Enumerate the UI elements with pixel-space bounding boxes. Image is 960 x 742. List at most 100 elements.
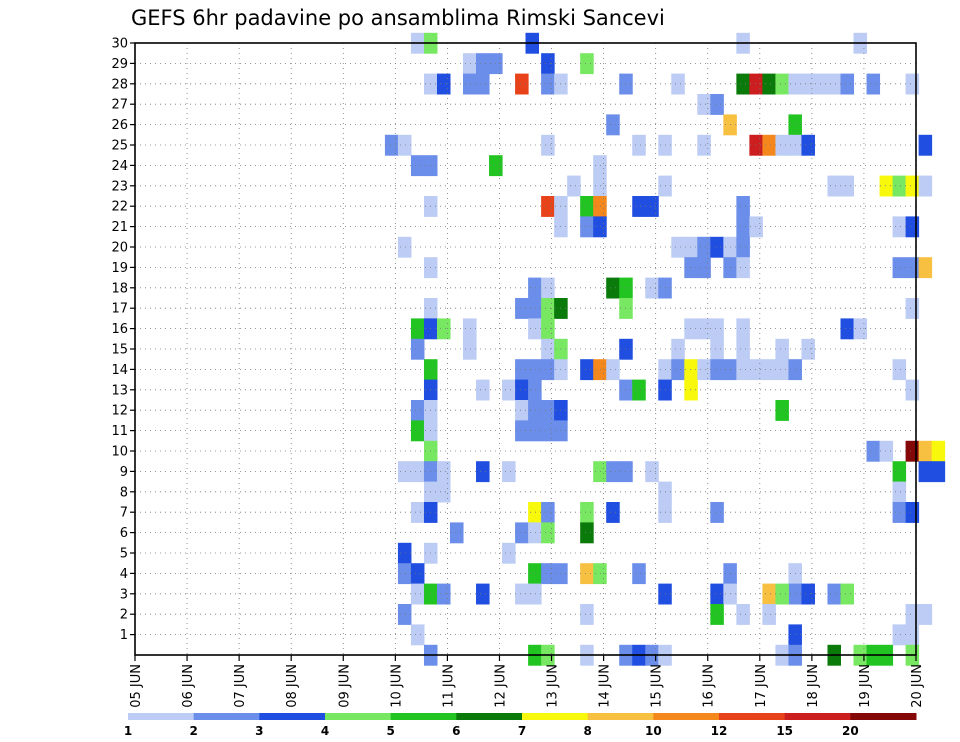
y-tick-label: 28	[111, 77, 128, 92]
heat-cell	[801, 73, 815, 95]
heat-cell	[515, 420, 529, 442]
x-tick-label: 10 JUN	[389, 664, 404, 708]
colorbar-swatch	[719, 713, 786, 720]
heat-cell	[410, 461, 425, 483]
heat-cell	[502, 542, 516, 564]
heat-cell	[866, 73, 881, 95]
heat-cell	[645, 277, 659, 299]
heat-cell	[775, 338, 789, 360]
colorbar-label: 7	[518, 724, 526, 738]
heat-cell	[775, 134, 789, 156]
heat-cell	[892, 257, 907, 279]
heat-cell	[593, 196, 607, 217]
heat-cell	[736, 73, 750, 95]
heat-cell	[918, 604, 933, 625]
heat-cell	[892, 461, 907, 483]
x-tick-label: 18 JUN	[806, 664, 821, 708]
heat-cell	[827, 175, 842, 197]
heat-cell	[541, 277, 555, 299]
heat-cell	[593, 216, 607, 238]
heat-cell	[840, 583, 855, 605]
heat-cell	[905, 175, 920, 197]
y-tick-label: 18	[111, 281, 128, 296]
colorbar-swatch	[850, 713, 917, 720]
heat-cell	[541, 338, 555, 360]
heat-cell	[762, 73, 776, 95]
heat-cell	[905, 73, 920, 95]
y-tick-label: 17	[111, 302, 128, 317]
y-tick-label: 16	[111, 322, 128, 337]
heat-cell	[410, 583, 425, 605]
heat-cell	[528, 379, 542, 401]
heat-cell	[710, 583, 724, 605]
heat-cell	[528, 583, 542, 605]
y-tick-label: 12	[111, 404, 128, 419]
heat-cell	[892, 175, 907, 197]
heat-cell	[541, 298, 555, 319]
heat-cell	[905, 298, 920, 319]
grid-layer	[135, 42, 916, 655]
y-tick-label: 15	[111, 343, 128, 358]
chart-title: GEFS 6hr padavine po ansamblima Rimski S…	[131, 6, 665, 30]
heat-cell	[580, 502, 594, 523]
heat-cell	[410, 155, 425, 177]
heat-cell	[463, 338, 477, 360]
heat-cell	[697, 134, 711, 156]
heat-cell	[905, 379, 920, 401]
colorbar-swatch	[193, 713, 260, 720]
heat-cell	[671, 236, 685, 258]
heat-cell	[762, 134, 776, 156]
heat-cell	[397, 461, 412, 483]
heat-cell	[528, 400, 542, 421]
y-tick-label: 13	[111, 383, 128, 398]
colorbar-label: 4	[321, 724, 329, 738]
y-tick-label: 27	[111, 98, 128, 113]
heat-cell	[632, 196, 646, 217]
heat-cell	[801, 134, 815, 156]
y-tick-label: 23	[111, 179, 128, 194]
y-tick-label: 6	[120, 526, 128, 541]
heat-cell	[892, 502, 907, 523]
heat-cell	[931, 461, 946, 483]
heat-cell	[593, 461, 607, 483]
heat-cell	[762, 359, 776, 381]
heat-cell	[840, 318, 855, 340]
y-tick-label: 5	[120, 547, 128, 562]
heat-cell	[775, 583, 789, 605]
heat-cell	[580, 359, 594, 381]
y-tick-label: 8	[120, 485, 128, 500]
colorbar-label: 15	[776, 724, 793, 738]
heat-cell	[632, 563, 646, 585]
heat-cell	[905, 502, 920, 523]
heat-cell	[541, 359, 555, 381]
heat-cell	[463, 53, 477, 75]
heat-cell	[710, 338, 724, 360]
heat-cell	[606, 277, 620, 299]
heat-cell	[684, 257, 698, 279]
heat-cell	[541, 400, 555, 421]
colorbar-layer: 1 2 3 4 5 6 7 8 10 12 15 20	[124, 713, 917, 738]
heat-cell	[541, 563, 555, 585]
heat-cell	[515, 522, 529, 544]
heat-cell	[775, 73, 789, 95]
x-tick-label: 06 JUN	[181, 664, 196, 708]
heat-cell	[528, 298, 542, 319]
heat-cell	[580, 216, 594, 238]
y-tick-label: 3	[120, 587, 128, 602]
heat-cell	[892, 624, 907, 646]
y-tick-label: 21	[111, 220, 128, 235]
heat-cell	[827, 583, 842, 605]
heat-cell	[606, 502, 620, 523]
heat-cell	[918, 440, 933, 462]
colorbar-swatch	[456, 713, 523, 720]
heat-cell	[580, 604, 594, 625]
y-tick-label: 1	[120, 628, 128, 643]
heat-cell	[905, 604, 920, 625]
heat-cell	[450, 522, 464, 544]
heat-cell	[632, 379, 646, 401]
heat-cell	[905, 257, 920, 279]
heat-cell	[541, 502, 555, 523]
heat-cell	[436, 73, 451, 95]
heat-cell	[762, 604, 776, 625]
